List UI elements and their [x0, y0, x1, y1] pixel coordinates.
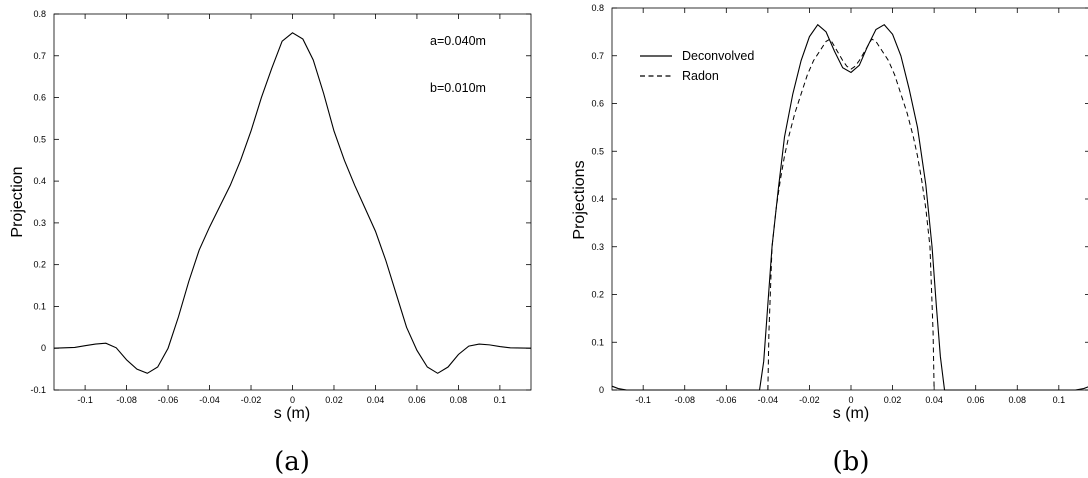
x-tick-label: 0.08	[450, 395, 468, 405]
caption-a: (a)	[274, 447, 310, 477]
axes-a: -0.1 -0.08 -0.06 -0.04 -0.02 0 0.02 0.04 0.06 0.0…	[30, 9, 531, 405]
caption-b: (b)	[833, 447, 870, 477]
y-tick-label: 0.4	[591, 194, 604, 204]
y-tick-label: 0.2	[33, 260, 46, 270]
x-tick-label: 0.1	[1053, 395, 1066, 405]
x-tick-label: -0.06	[158, 395, 179, 405]
y-tick-label: 0.1	[591, 337, 604, 347]
x-tick-label: -0.04	[199, 395, 220, 405]
y-tick-label: 0.5	[33, 134, 46, 144]
x-tick-label: -0.1	[635, 395, 651, 405]
x-tick-label: -0.08	[674, 395, 695, 405]
series-line-deconvolved	[611, 23, 1088, 391]
x-tick-label: -0.02	[241, 395, 262, 405]
x-tick-label: 0.08	[1008, 395, 1026, 405]
x-tick-label: 0	[290, 395, 295, 405]
x-tick-label: 0.02	[884, 395, 902, 405]
y-tick-label: 0.1	[33, 301, 46, 311]
y-tick-label: 0.4	[33, 176, 46, 186]
plot-frame-b	[611, 7, 1088, 391]
legend-label-deconvolved: Deconvolved	[682, 49, 754, 63]
y-axis-label-b: Projections	[571, 160, 588, 239]
x-tick-label: 0	[848, 395, 853, 405]
legend-label-radon: Radon	[682, 69, 719, 83]
x-tick-label: -0.1	[77, 395, 93, 405]
y-tick-label: -0.1	[30, 385, 46, 395]
y-axis-label-a: Projection	[9, 166, 26, 237]
x-tick-label: -0.08	[116, 395, 137, 405]
x-tick-label: 0.1	[494, 395, 507, 405]
y-tick-label: 0.5	[591, 146, 604, 156]
y-tick-label: 0	[41, 343, 46, 353]
panel-b: -0.1 -0.08 -0.06 -0.04 -0.02 0 0.02 0.04 0.06 0.0…	[571, 3, 1088, 477]
x-tick-label: -0.02	[799, 395, 820, 405]
x-tick-label: 0.02	[325, 395, 343, 405]
x-tick-label: -0.06	[716, 395, 737, 405]
plot-frame-a	[53, 13, 532, 391]
y-tick-label: 0.7	[591, 51, 604, 61]
x-tick-label: 0.04	[925, 395, 943, 405]
x-tick-label: 0.04	[367, 395, 385, 405]
y-tick-label: 0	[599, 385, 604, 395]
y-tick-label: 0.6	[33, 93, 46, 103]
y-tick-label: 0.8	[33, 9, 46, 19]
axes-b: -0.1 -0.08 -0.06 -0.04 -0.02 0 0.02 0.04 0.06 0.0…	[591, 3, 1088, 405]
y-tick-label: 0.6	[591, 99, 604, 109]
x-tick-label: 0.06	[408, 395, 426, 405]
x-tick-label: 0.06	[967, 395, 985, 405]
y-tick-label: 0.8	[591, 3, 604, 13]
panel-a: -0.1 -0.08 -0.06 -0.04 -0.02 0 0.02 0.04 0.06 0.0…	[9, 9, 532, 477]
series-line-a	[53, 32, 532, 374]
legend-b: Deconvolved Radon	[640, 49, 754, 83]
x-tick-label: -0.04	[758, 395, 779, 405]
y-tick-label: 0.3	[591, 242, 604, 252]
y-tick-label: 0.3	[33, 218, 46, 228]
series-line-radon	[767, 38, 935, 391]
annotation-a-param: a=0.040m	[430, 34, 486, 48]
annotation-b-param: b=0.010m	[430, 81, 486, 95]
y-tick-label: 0.2	[591, 290, 604, 300]
x-axis-label-a: s (m)	[274, 405, 310, 422]
x-axis-label-b: s (m)	[833, 405, 869, 422]
y-tick-label: 0.7	[33, 51, 46, 61]
